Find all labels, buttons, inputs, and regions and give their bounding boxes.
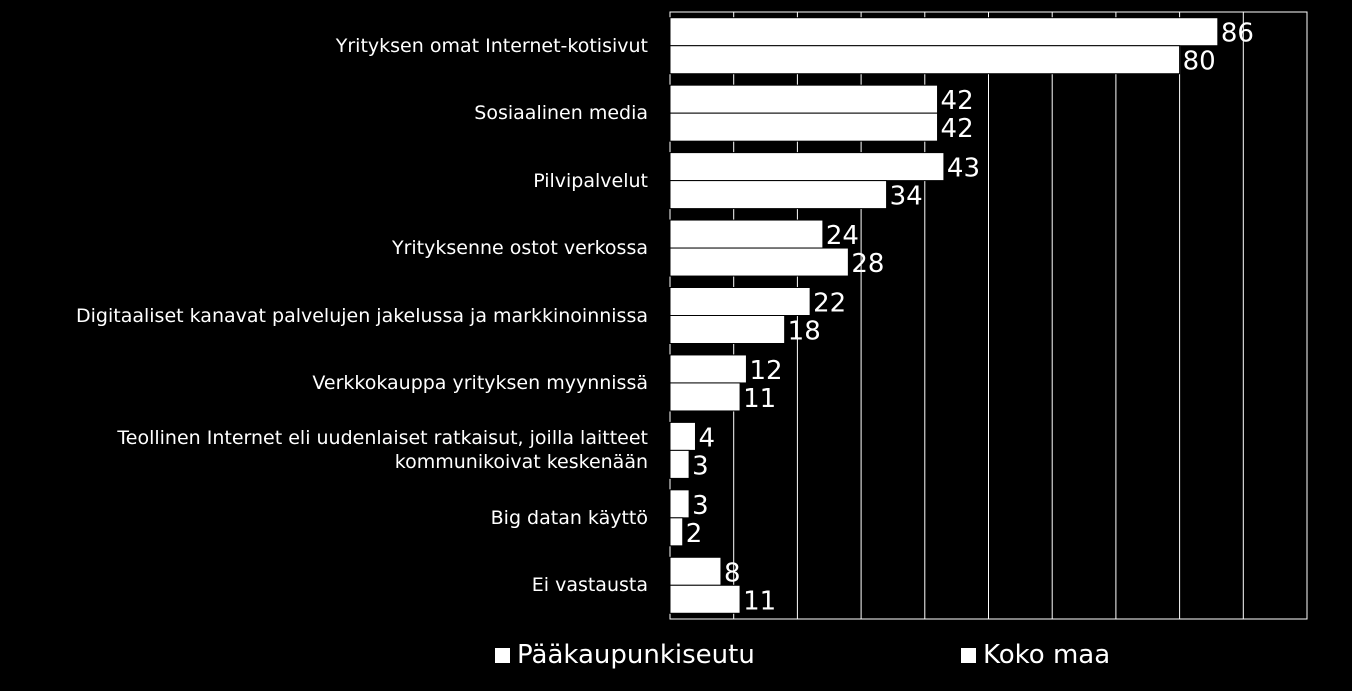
bar-koko-maa: [669, 315, 786, 344]
bar-koko-maa: [669, 180, 888, 210]
bar-paakaupunkiseutu: [669, 219, 824, 249]
data-label: 42: [941, 114, 974, 144]
bar-paakaupunkiseutu: [669, 84, 939, 114]
bar-paakaupunkiseutu: [669, 287, 811, 316]
data-label: 3: [692, 451, 709, 481]
legend-swatch: [960, 646, 977, 664]
data-label: 43: [947, 154, 980, 184]
category-label: Yrityksenne ostot verkossa: [391, 237, 648, 260]
bar-koko-maa: [669, 449, 690, 479]
legend-item-koko-maa: Koko maa: [960, 640, 1110, 670]
data-label: 18: [788, 317, 821, 347]
data-label: 80: [1183, 47, 1216, 77]
data-label: 86: [1221, 19, 1254, 49]
bar-koko-maa: [669, 247, 849, 277]
legend-label: Pääkaupunkiseutu: [517, 640, 755, 670]
legend-label: Koko maa: [983, 640, 1111, 670]
bar-koko-maa: [669, 382, 741, 412]
category-label: Yrityksen omat Internet-kotisivut: [335, 34, 648, 57]
category-label: Big datan käyttö: [490, 506, 648, 529]
data-label: 42: [941, 86, 974, 116]
data-label: 24: [826, 221, 859, 251]
bar-paakaupunkiseutu: [669, 556, 722, 586]
data-label: 2: [686, 519, 703, 549]
data-label: 8: [724, 558, 741, 588]
bar-koko-maa: [669, 517, 684, 547]
data-label: 34: [890, 182, 923, 212]
data-label: 28: [851, 249, 884, 279]
data-label: 3: [692, 491, 709, 521]
legend-item-paakaupunkiseutu: Pääkaupunkiseutu: [494, 640, 755, 670]
data-label: 4: [698, 423, 715, 453]
bar-paakaupunkiseutu: [669, 421, 696, 451]
category-label: Pilvipalvelut: [533, 169, 648, 192]
bar-koko-maa: [669, 112, 939, 142]
data-label: 22: [813, 289, 846, 319]
data-label: 12: [749, 356, 782, 386]
category-label: Digitaaliset kanavat palvelujen jakeluss…: [76, 304, 648, 327]
bars: [669, 17, 1219, 614]
bar-paakaupunkiseutu: [669, 354, 747, 384]
category-label: Verkkokauppa yrityksen myynnissä: [312, 371, 648, 394]
bar-koko-maa: [669, 45, 1181, 75]
data-label: 11: [743, 586, 776, 616]
bar-paakaupunkiseutu: [669, 152, 945, 182]
data-label: 11: [743, 384, 776, 414]
bar-paakaupunkiseutu: [669, 17, 1219, 47]
bar-koko-maa: [669, 584, 741, 614]
category-label: Sosiaalinen media: [474, 102, 648, 125]
bar-paakaupunkiseutu: [669, 489, 690, 519]
category-label: Teollinen Internet eli uudenlaiset ratka…: [117, 427, 648, 474]
category-label: Ei vastausta: [531, 574, 648, 597]
legend-swatch: [494, 646, 511, 664]
